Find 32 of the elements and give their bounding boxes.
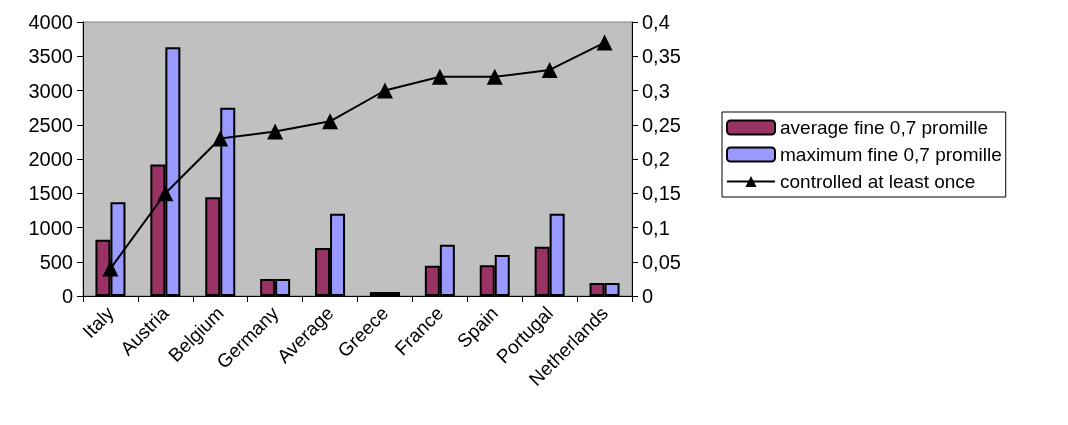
point	[596, 34, 613, 51]
y-tick-label: 500	[39, 250, 73, 273]
y2-tick-label: 0	[642, 285, 654, 307]
y-tick-label: 3500	[28, 45, 73, 68]
y-tick-label: 0	[61, 285, 73, 307]
point	[431, 68, 448, 85]
y2-tick-label: 0,15	[642, 182, 681, 205]
point	[376, 82, 393, 99]
point	[102, 260, 119, 277]
y-tick-label: 2000	[28, 148, 73, 170]
y2-tick-label: 0,4	[642, 11, 670, 33]
y2-tick-label: 0,1	[642, 216, 670, 239]
point	[267, 123, 284, 140]
legend-label: average fine 0,7 promille	[780, 117, 989, 138]
point	[212, 130, 229, 147]
y-tick-label: 1500	[28, 182, 73, 205]
y-tick-label: 4000	[28, 11, 73, 33]
y-tick-label: 3000	[28, 79, 73, 102]
legend-label: controlled at least once	[780, 171, 976, 192]
y2-tick-label: 0,25	[642, 113, 681, 136]
point	[486, 68, 503, 85]
y-tick-label: 1000	[28, 216, 73, 239]
y2-tick-label: 0,2	[642, 148, 670, 170]
y2-tick-label: 0,35	[642, 45, 681, 68]
y2-tick-label: 0,05	[642, 250, 681, 273]
point	[322, 113, 339, 130]
y2-tick-label: 0,3	[642, 79, 670, 102]
legend-label: maximum fine 0,7 promille	[780, 144, 1002, 165]
point	[157, 185, 174, 202]
x-tick-label: Italy	[78, 302, 119, 343]
y-tick-label: 2500	[28, 113, 73, 136]
point	[541, 61, 558, 78]
